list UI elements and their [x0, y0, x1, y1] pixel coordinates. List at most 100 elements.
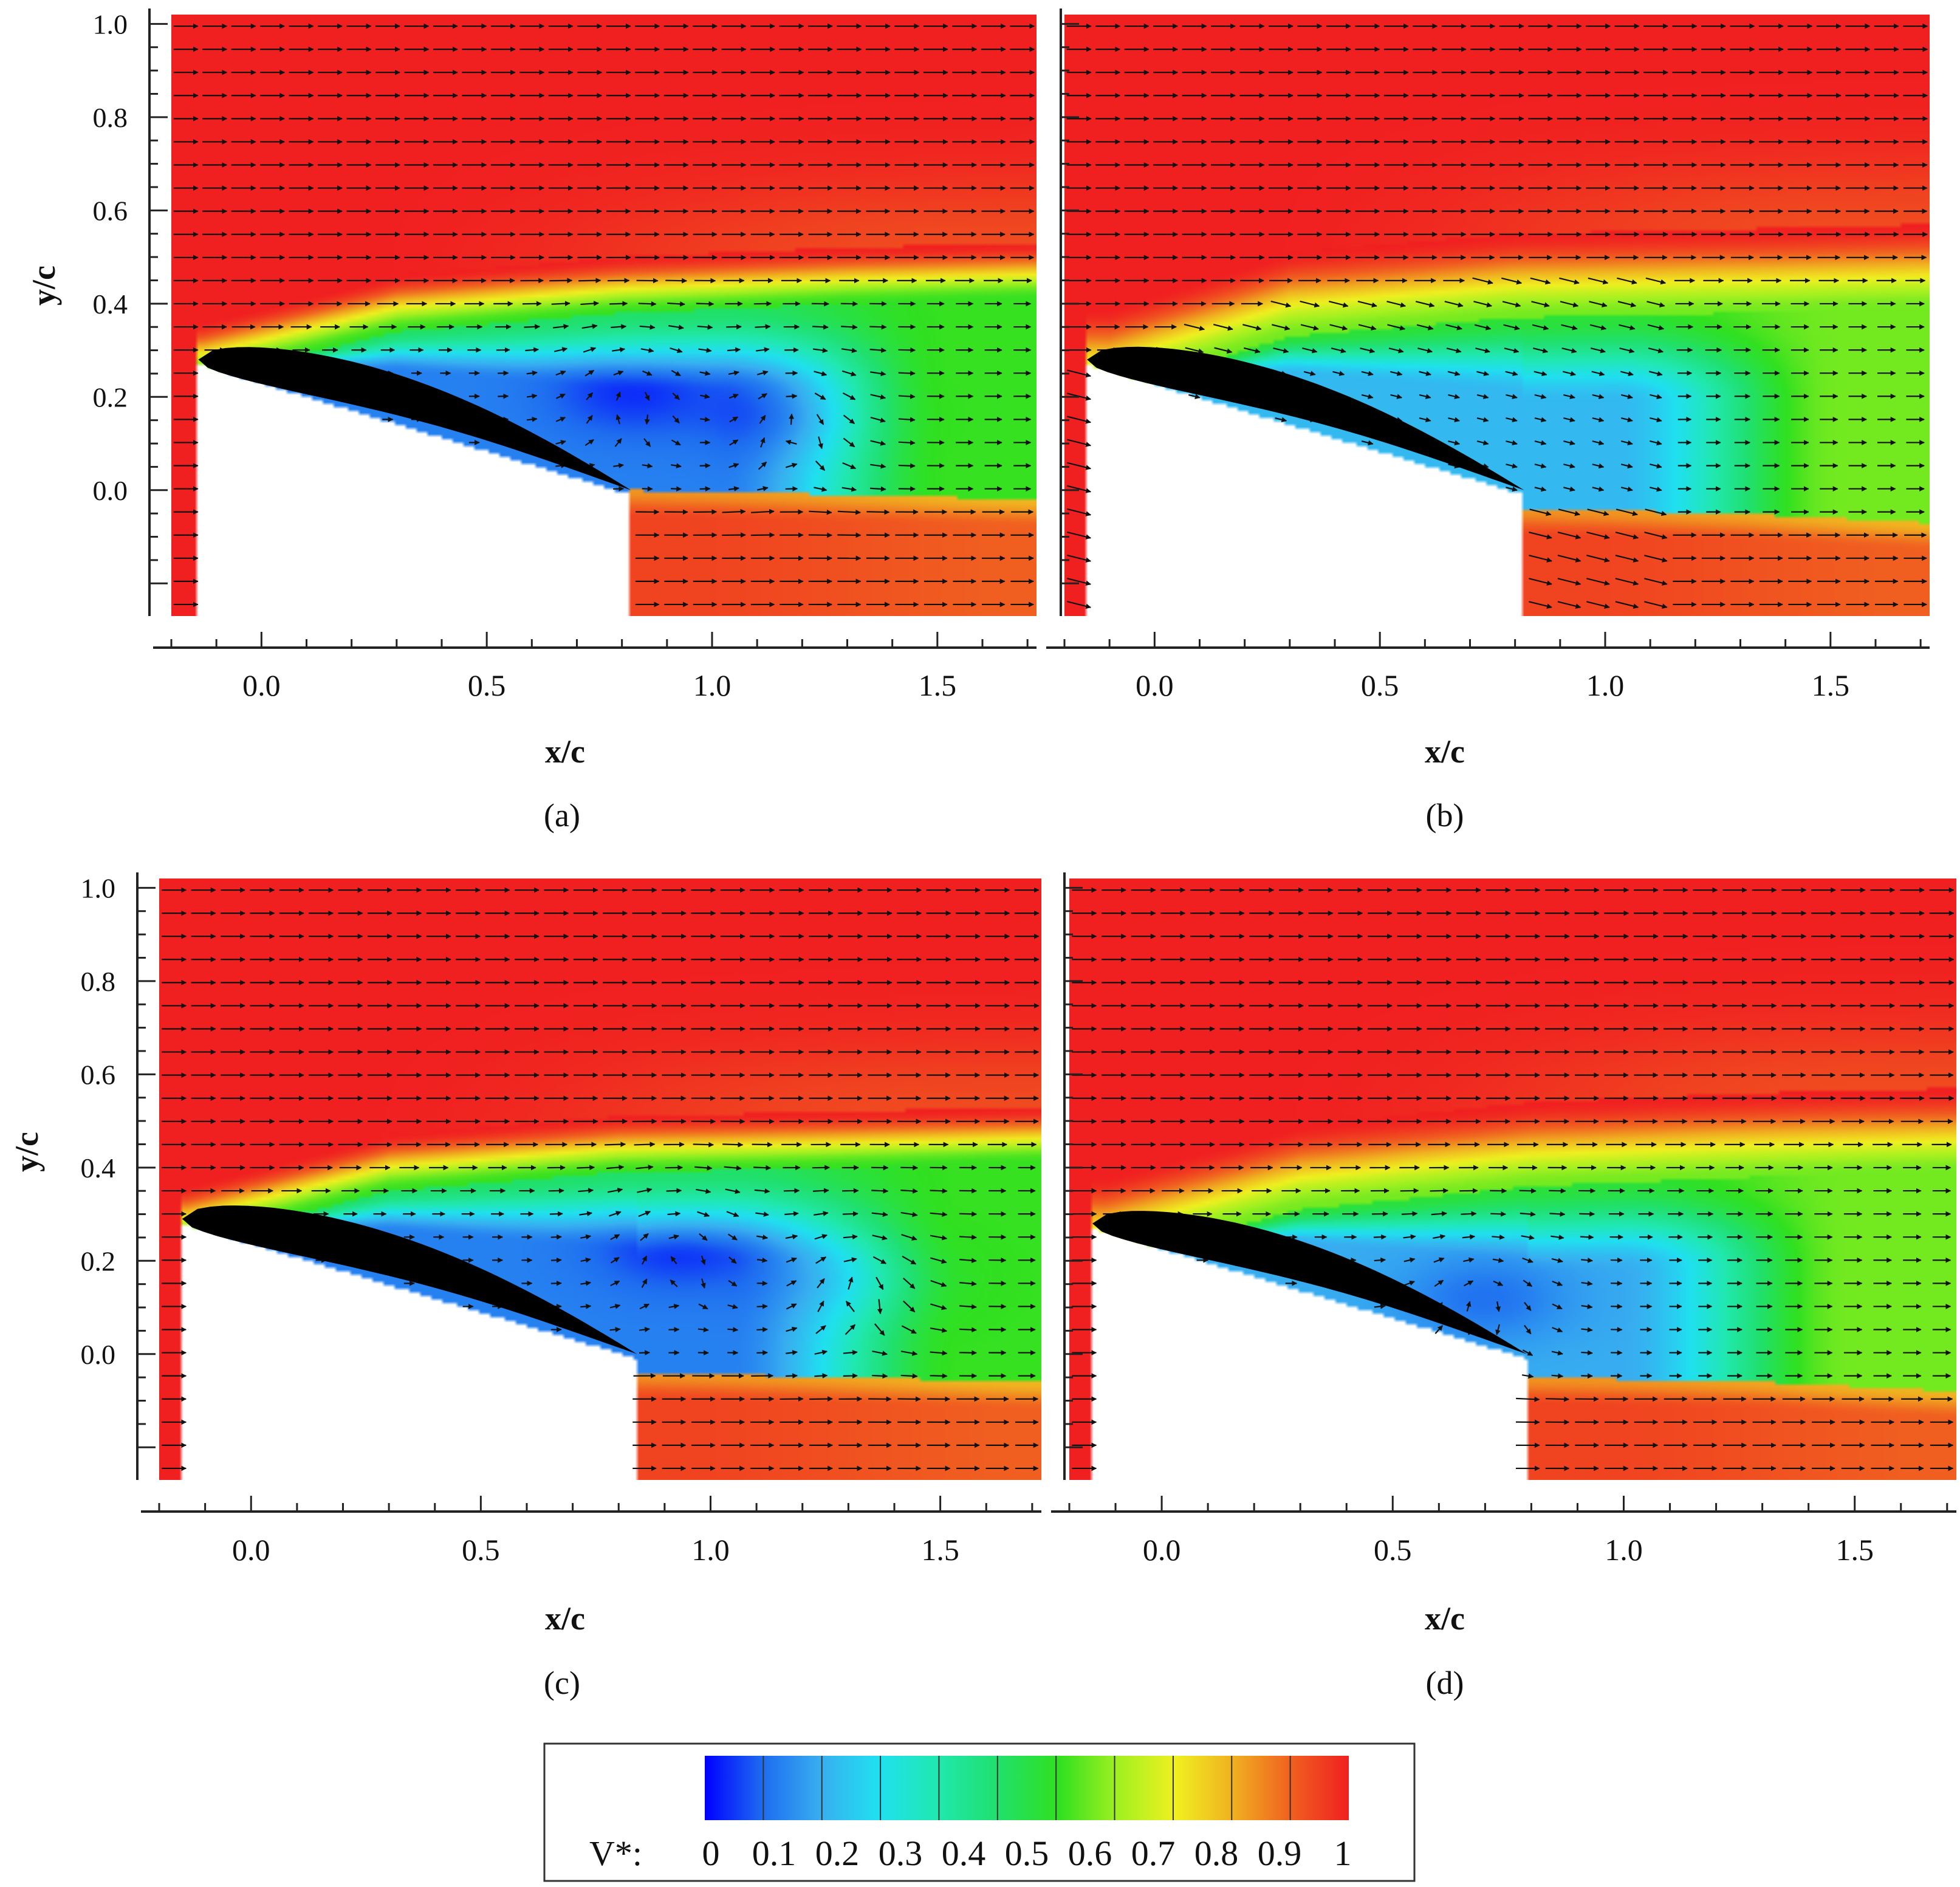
y-tick-label: 0.6	[81, 1059, 116, 1090]
velocity-vector	[848, 1276, 854, 1290]
velocity-vector	[1620, 486, 1633, 492]
velocity-vector	[609, 1327, 621, 1332]
velocity-vector	[1416, 324, 1434, 330]
velocity-vector	[1184, 323, 1205, 331]
velocity-vector	[816, 414, 824, 425]
velocity-vector	[580, 1303, 592, 1309]
velocity-vector	[959, 1235, 977, 1240]
velocity-vector	[871, 1211, 888, 1217]
x-tick-label: 0.0	[1136, 668, 1174, 702]
velocity-vector	[1431, 1211, 1447, 1217]
velocity-vector	[728, 394, 739, 399]
velocity-vector	[759, 414, 766, 424]
velocity-vector	[1504, 348, 1520, 354]
panel-b-caption: (b)	[1426, 797, 1464, 834]
velocity-vector	[579, 1211, 593, 1217]
velocity-vector	[1524, 1302, 1532, 1311]
velocity-vector	[1388, 348, 1404, 354]
velocity-vector	[877, 1299, 883, 1315]
panel-a-field	[171, 15, 1037, 616]
panel-d-x-axis: 0.0 0.5 1.0 1.5	[1051, 1496, 1956, 1567]
velocity-vector	[698, 348, 712, 353]
velocity-vector	[728, 1279, 738, 1287]
velocity-vector	[1551, 1258, 1563, 1263]
velocity-vector	[959, 1304, 977, 1310]
velocity-vector	[613, 486, 625, 491]
velocity-vector	[1272, 324, 1290, 331]
velocity-vector	[1067, 439, 1091, 447]
velocity-vector	[639, 1350, 651, 1355]
velocity-vector	[1650, 486, 1662, 492]
panel-b-y-axis	[1060, 9, 1079, 616]
velocity-vector	[1561, 348, 1577, 354]
velocity-vector	[1645, 509, 1667, 516]
colorbar-tick-label: 0.8	[1194, 1834, 1239, 1873]
velocity-vector	[871, 1188, 889, 1194]
velocity-vector	[1551, 1373, 1564, 1379]
colorbar-tick-label: 0.4	[942, 1834, 986, 1873]
velocity-vector	[1386, 301, 1407, 308]
velocity-vector	[728, 1256, 737, 1264]
velocity-vector	[898, 394, 916, 399]
velocity-vector	[1615, 555, 1639, 563]
velocity-vector	[1506, 486, 1518, 492]
velocity-vector	[642, 463, 653, 468]
velocity-vector	[638, 301, 657, 307]
x-tick-label: 0.5	[1374, 1533, 1412, 1567]
velocity-vector	[1620, 440, 1633, 446]
velocity-vector	[1328, 300, 1349, 308]
panel-c-caption: (c)	[544, 1665, 580, 1701]
velocity-vector	[785, 1373, 798, 1378]
velocity-vector	[751, 509, 775, 515]
x-tick-label: 1.0	[693, 668, 732, 702]
velocity-vector	[902, 1277, 916, 1289]
velocity-vector	[607, 1187, 623, 1193]
velocity-vector	[586, 415, 593, 424]
panel-d-y-axis	[1063, 872, 1083, 1480]
colorbar-tick-label: 0.9	[1258, 1834, 1302, 1873]
velocity-vector	[756, 370, 769, 376]
velocity-vector	[1475, 348, 1490, 354]
panel-b-vectors	[1066, 23, 1928, 609]
velocity-vector	[1521, 1235, 1535, 1241]
velocity-vector	[870, 416, 886, 423]
velocity-vector	[614, 438, 622, 447]
velocity-vector	[671, 439, 681, 446]
velocity-vector	[901, 1234, 917, 1241]
velocity-vector	[841, 486, 857, 492]
velocity-vector	[902, 1255, 917, 1265]
panel-c-xlabel: x/c	[545, 1600, 585, 1637]
velocity-vector	[1620, 463, 1633, 469]
velocity-vector	[1581, 1350, 1593, 1356]
velocity-vector	[636, 1165, 654, 1170]
y-tick-label: 0.2	[93, 382, 128, 413]
velocity-vector	[1552, 1303, 1563, 1310]
velocity-vector	[1401, 1211, 1418, 1217]
velocity-vector	[1646, 301, 1665, 307]
velocity-vector	[758, 461, 767, 470]
velocity-vector	[697, 324, 713, 330]
velocity-vector	[643, 438, 651, 447]
velocity-vector	[606, 1165, 625, 1170]
y-tick-label: 1.0	[81, 872, 116, 903]
velocity-vector	[815, 1256, 827, 1264]
velocity-vector	[1531, 301, 1550, 307]
velocity-vector	[1300, 324, 1319, 331]
colorbar-ticks: 0 0.1 0.2 0.3 0.4 0.5 0.6 0.7 0.8 0.9 1	[702, 1834, 1352, 1873]
y-tick-label: 0.4	[81, 1152, 116, 1183]
velocity-vector	[1067, 462, 1091, 470]
x-tick-label: 0.5	[462, 1533, 500, 1567]
y-tick-label: 0.0	[81, 1339, 116, 1370]
x-tick-label: 1.0	[1605, 1533, 1643, 1567]
velocity-vector	[1551, 1235, 1564, 1240]
velocity-vector	[872, 1256, 887, 1264]
velocity-vector	[959, 1350, 978, 1356]
velocity-vector	[1303, 371, 1316, 376]
velocity-vector	[1563, 463, 1575, 469]
velocity-vector	[1502, 301, 1521, 307]
velocity-vector	[1390, 394, 1403, 399]
velocity-vector	[1524, 1324, 1532, 1335]
velocity-vector	[874, 1323, 885, 1336]
velocity-vector	[639, 1303, 649, 1310]
velocity-vector	[1649, 394, 1662, 400]
